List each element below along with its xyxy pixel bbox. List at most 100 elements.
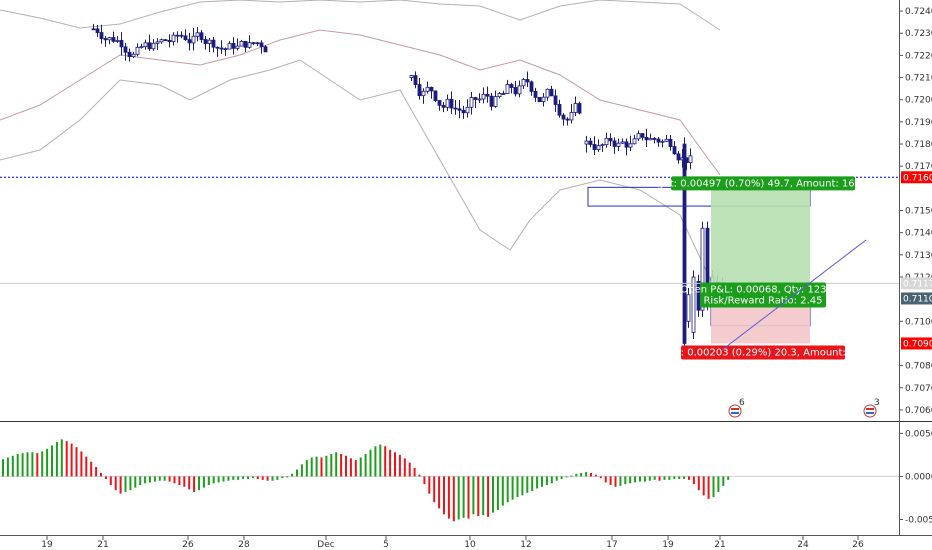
time-tick-label: 26: [182, 540, 194, 550]
oscillator-bar: [163, 476, 166, 481]
time-tick-label: 24: [797, 540, 809, 550]
time-tick-label: 12: [520, 540, 531, 550]
time-tick-label: 19: [662, 540, 674, 550]
price-tick-label: 0.70600: [905, 406, 932, 416]
oscillator-bar: [340, 454, 343, 477]
oscillator-bar: [413, 467, 416, 477]
candle-body: [620, 141, 625, 144]
oscillator-bar: [256, 476, 259, 479]
oscillator-bar: [604, 476, 607, 483]
candle-body: [103, 38, 108, 41]
oscillator-bar: [222, 476, 225, 482]
candle-body: [107, 37, 112, 41]
candle-body: [604, 137, 609, 146]
oscillator-bar: [555, 476, 558, 481]
candle-body: [525, 79, 530, 83]
oscillator-bar: [447, 476, 450, 519]
candle-body: [159, 39, 164, 43]
oscillator-bar: [394, 452, 396, 477]
candle-body: [592, 144, 597, 150]
price-tick-label: 0.70700: [905, 384, 932, 394]
oscillator-bar: [266, 476, 269, 481]
oscillator-bar: [114, 476, 117, 491]
oscillator-bar: [124, 476, 127, 492]
oscillator-bar: [90, 461, 93, 477]
time-axis[interactable]: 19 21 26 28 Dec 5 10 12 17 19 21 24 26: [41, 536, 864, 550]
oscillator-bar: [658, 476, 661, 481]
candle-body: [441, 104, 446, 108]
candle-body: [417, 84, 422, 97]
candle-body: [549, 88, 554, 97]
candle-body: [652, 138, 657, 140]
oscillator-bar: [100, 472, 102, 477]
candle-body: [255, 42, 260, 45]
oscillator-bar: [526, 476, 529, 493]
oscillator-bar: [168, 476, 171, 482]
time-tick-label: 17: [606, 540, 617, 550]
oscillator-bar: [585, 472, 588, 477]
oscillator-bar: [707, 476, 710, 499]
candle-body: [505, 84, 510, 94]
oscillator-bar: [678, 476, 681, 479]
oscillator-bar: [550, 476, 553, 484]
oscillator-bar: [188, 476, 191, 490]
candle-body: [457, 108, 462, 111]
oscillator-bar: [580, 472, 583, 477]
candle-body: [175, 34, 180, 37]
candle-body: [628, 143, 633, 148]
candle-body: [259, 42, 264, 48]
oscillator-pane[interactable]: [0, 439, 899, 522]
oscillator-bar: [727, 476, 730, 480]
price-tick-label: 0.71400: [905, 229, 932, 239]
event-marker[interactable]: 6: [728, 398, 745, 418]
candle-body: [453, 107, 458, 110]
candle-body: [195, 32, 200, 37]
candle-body: [616, 142, 621, 147]
event-marker[interactable]: 3: [863, 398, 880, 418]
oscillator-bar: [354, 460, 357, 477]
oscillator-bar: [129, 476, 132, 491]
candle-body: [219, 47, 224, 50]
candle-body: [473, 97, 478, 100]
candle-body: [481, 93, 486, 100]
candle-body: [573, 103, 578, 113]
price-tick-label: 0.71900: [905, 118, 932, 128]
candle-body: [211, 39, 216, 48]
oscillator-bar: [541, 476, 543, 487]
flag-stripe: [866, 408, 874, 410]
price-tick-label: 0.72200: [905, 51, 932, 61]
oscillator-bar: [594, 474, 597, 477]
price-pane[interactable]: Target: 0.00497 (0.70%) 49.7, Amount: 16…: [0, 0, 899, 418]
time-tick-label: 26: [852, 540, 864, 550]
price-tag-current-text: 0.71171: [903, 279, 932, 289]
flag-stripe: [731, 408, 739, 410]
candle-body: [111, 37, 116, 42]
oscillator-bar: [452, 476, 455, 522]
oscillator-bar: [374, 446, 377, 477]
long-position-profit-zone[interactable]: [711, 188, 810, 299]
candle-body: [445, 98, 450, 108]
oscillator-tick-label: 0.0000: [905, 472, 932, 482]
price-axis[interactable]: 0.72400 0.72300 0.72200 0.72100 0.72000 0.719…: [899, 7, 932, 416]
trend-line[interactable]: [721, 239, 867, 351]
oscillator-bar: [673, 476, 676, 479]
oscillator-bar: [251, 476, 254, 479]
oscillator-bar: [364, 454, 367, 477]
pnl-label-text: Open P&L: 0.00068, Qty: 123152: [680, 284, 845, 295]
candle-body: [656, 138, 661, 143]
candle-body: [171, 34, 176, 43]
time-tick-label: 28: [238, 540, 250, 550]
oscillator-bar: [590, 472, 592, 477]
candle-body: [227, 43, 232, 50]
oscillator-bar: [648, 476, 651, 481]
pnl-label: [700, 282, 826, 308]
candle-body: [199, 32, 204, 40]
oscillator-bar: [198, 476, 200, 491]
oscillator-bar: [95, 466, 98, 477]
candle-body: [433, 90, 438, 101]
oscillator-bar: [11, 455, 14, 477]
candle-body: [501, 93, 506, 95]
